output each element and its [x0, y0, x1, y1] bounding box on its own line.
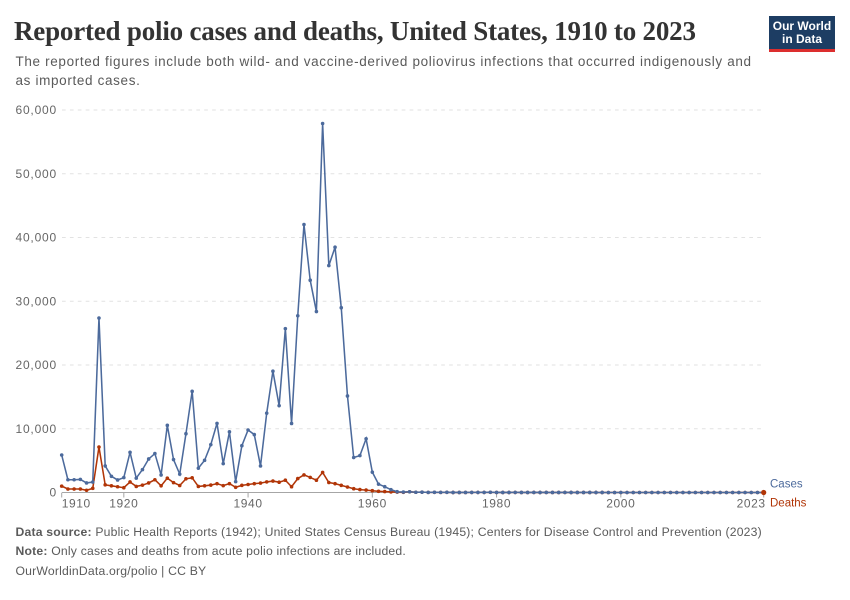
svg-text:2000: 2000	[606, 497, 635, 511]
svg-text:1980: 1980	[482, 497, 511, 511]
svg-text:1920: 1920	[109, 497, 138, 511]
svg-text:1960: 1960	[358, 497, 387, 511]
svg-text:30,000: 30,000	[15, 294, 57, 308]
svg-text:Cases: Cases	[770, 479, 803, 491]
svg-text:1940: 1940	[234, 497, 263, 511]
svg-text:10,000: 10,000	[15, 422, 57, 436]
svg-text:Deaths: Deaths	[770, 497, 807, 509]
svg-text:40,000: 40,000	[15, 231, 57, 245]
svg-text:2023: 2023	[737, 497, 766, 511]
svg-text:1910: 1910	[62, 497, 91, 511]
svg-text:20,000: 20,000	[15, 358, 57, 372]
svg-text:50,000: 50,000	[15, 167, 57, 181]
svg-text:60,000: 60,000	[15, 103, 57, 117]
svg-text:0: 0	[50, 486, 57, 500]
